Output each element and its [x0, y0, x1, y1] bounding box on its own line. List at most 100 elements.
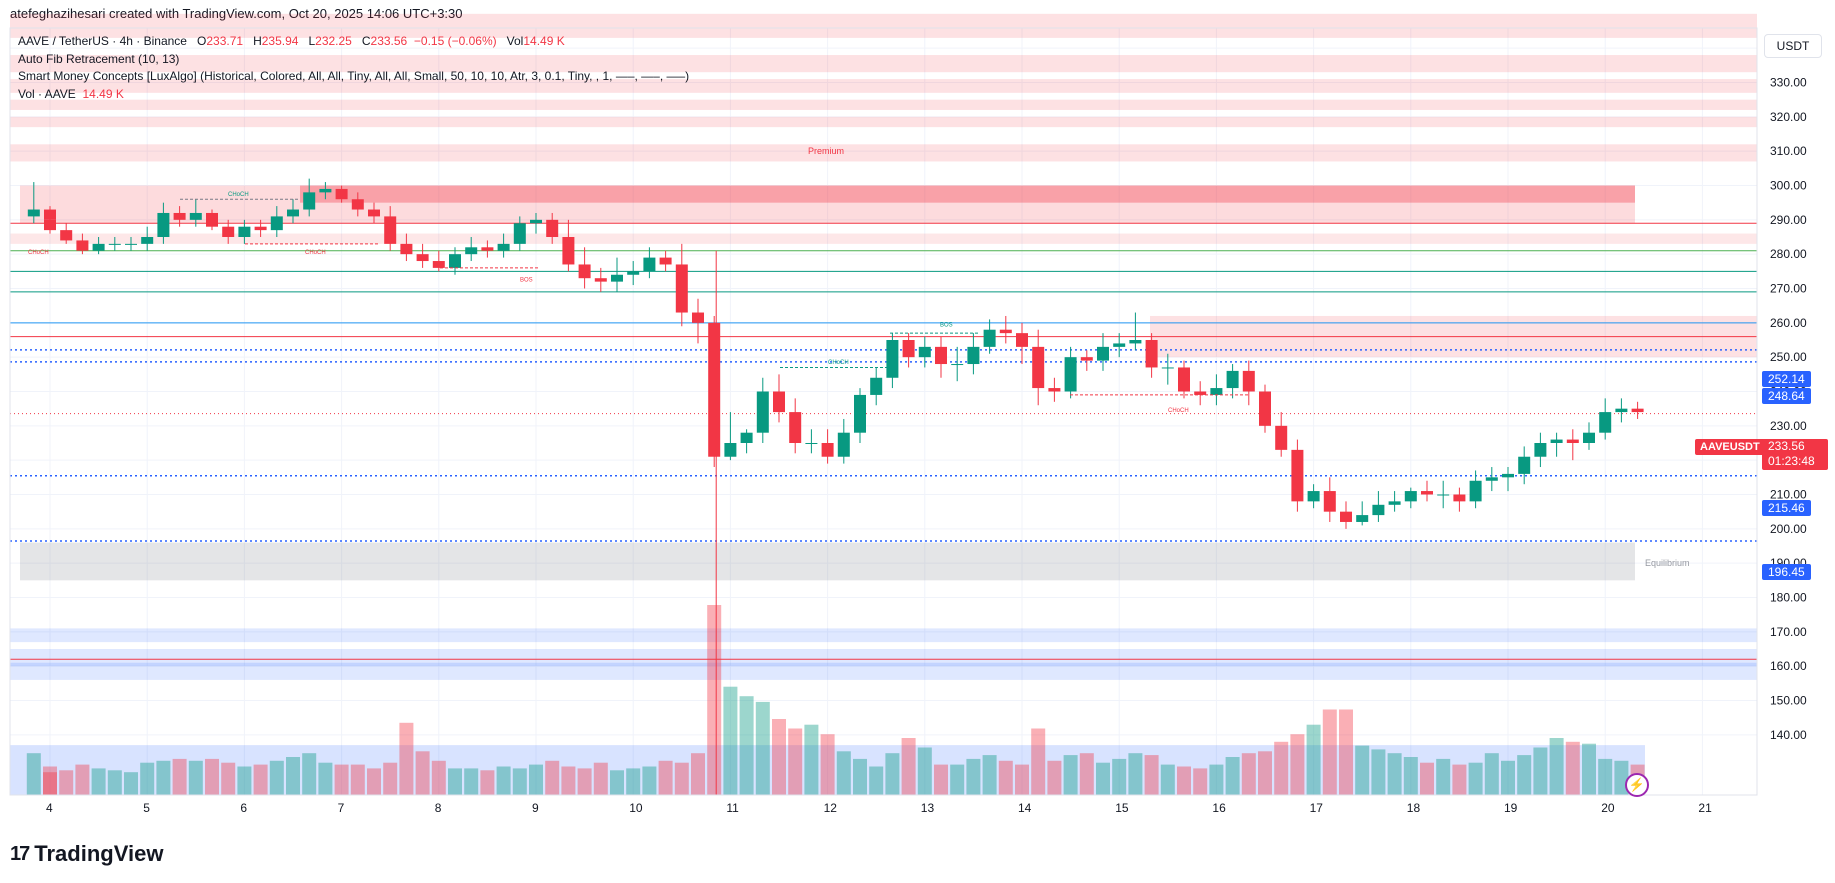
price-tick-label: 300.00 — [1770, 179, 1807, 193]
order-block — [300, 185, 1635, 203]
volume-bar — [1549, 738, 1564, 795]
date-tick-label: 8 — [435, 801, 442, 815]
open-label: O — [197, 34, 207, 48]
date-tick-label: 14 — [1018, 801, 1032, 815]
candle-body — [125, 243, 137, 245]
lightning-icon[interactable]: ⚡ — [1625, 773, 1649, 797]
indicator-smc[interactable]: Smart Money Concepts [LuxAlgo] (Historic… — [18, 69, 690, 83]
candle-body — [1016, 333, 1028, 347]
volume-bar — [788, 728, 803, 795]
chart-legend: AAVE / TetherUS · 4h · Binance O233.71 H… — [18, 33, 689, 103]
symbol-row[interactable]: AAVE / TetherUS · 4h · Binance O233.71 H… — [18, 33, 689, 51]
candle-body — [351, 199, 364, 210]
volume-row-value: 14.49 K — [82, 86, 124, 101]
volume-bar — [156, 760, 171, 795]
candle-body — [1583, 432, 1595, 443]
candle-body — [1291, 449, 1304, 502]
price-tick-label: 210.00 — [1770, 487, 1807, 501]
candle-body — [303, 192, 316, 210]
volume-bar — [658, 760, 673, 795]
volume-bar — [691, 753, 705, 795]
volume-bar — [253, 764, 268, 795]
candle-body — [902, 339, 915, 358]
volume-bar — [1355, 745, 1370, 795]
structure-label: CHoCH — [828, 360, 849, 366]
candle-body — [432, 261, 445, 268]
date-tick-label: 4 — [46, 801, 53, 815]
volume-bar — [982, 755, 997, 795]
date-tick-label: 10 — [629, 801, 643, 815]
volume-bar — [772, 719, 786, 795]
volume-bar — [1582, 743, 1596, 795]
candle-body — [627, 271, 640, 275]
discount-zone — [10, 662, 1757, 680]
volume-bar — [1533, 747, 1548, 795]
volume-bar — [350, 764, 365, 795]
candle-body — [1453, 494, 1466, 502]
volume-bar — [286, 757, 300, 795]
symbol-title[interactable]: AAVE / TetherUS · 4h · Binance — [18, 34, 187, 48]
candle-body — [578, 264, 591, 279]
candle-body — [643, 257, 656, 272]
date-tick-label: 5 — [143, 801, 150, 815]
candle-body — [1226, 370, 1239, 389]
volume-bar — [1112, 758, 1127, 795]
close-value: 233.56 — [370, 34, 408, 48]
candle-body — [1080, 357, 1093, 361]
volume-bar — [707, 605, 722, 795]
candle-body — [449, 254, 461, 268]
volume-bar — [26, 753, 41, 795]
volume-bar — [934, 764, 948, 795]
volume-bar — [820, 734, 835, 795]
candle-body — [1113, 343, 1126, 347]
candle-body — [1421, 491, 1433, 495]
candle-body — [594, 278, 607, 282]
date-tick-label: 15 — [1115, 801, 1129, 815]
candle-body — [1356, 515, 1369, 522]
brand-name: TradingView — [34, 841, 164, 866]
volume-bar — [91, 768, 106, 795]
volume-bar — [1128, 753, 1143, 795]
volume-bar — [853, 758, 867, 795]
volume-bar — [739, 696, 754, 795]
date-tick-label: 12 — [824, 801, 838, 815]
price-tick-label: 160.00 — [1770, 659, 1807, 673]
indicator-fib[interactable]: Auto Fib Retracement (10, 13) — [18, 51, 180, 66]
volume-row-label: Vol · AAVE — [18, 86, 76, 101]
indicator-volume[interactable]: Vol · AAVE 14.49 K — [18, 86, 689, 104]
candle-body — [935, 346, 947, 365]
bar-countdown: 01:23:48 — [1768, 454, 1815, 468]
candle-body — [1469, 480, 1482, 502]
candle-body — [465, 247, 478, 255]
candle-body — [400, 243, 413, 255]
premium-zone — [10, 13, 1757, 38]
volume-bar — [1144, 755, 1159, 795]
candle-body — [1129, 339, 1142, 344]
candle-body — [141, 236, 154, 244]
volume-bar — [124, 772, 138, 795]
candle-body — [1631, 408, 1644, 413]
volume-bar — [1387, 753, 1402, 795]
date-tick-label: 9 — [532, 801, 539, 815]
structure-label: CHoCH — [28, 250, 49, 256]
volume-bar — [545, 760, 560, 795]
candle-body — [1275, 425, 1288, 450]
volume-value: 14.49 K — [523, 34, 565, 48]
price-tick-label: 270.00 — [1770, 281, 1807, 295]
change-value: −0.15 (−0.06%) — [413, 34, 497, 48]
candle-body — [870, 377, 883, 395]
structure-label: BOS — [520, 278, 533, 284]
candle-body — [1161, 367, 1174, 369]
price-tick-label: 250.00 — [1770, 350, 1807, 364]
volume-bar — [674, 762, 689, 795]
volume-bar — [1436, 758, 1451, 795]
currency-button[interactable]: USDT — [1764, 34, 1822, 58]
premium-zone — [10, 55, 1757, 73]
candle-body — [1323, 491, 1336, 512]
candle-body — [659, 257, 672, 265]
candle-body — [92, 243, 105, 251]
price-tick-label: 330.00 — [1770, 76, 1807, 90]
candle-body — [611, 274, 623, 282]
price-tick-label: 310.00 — [1770, 144, 1807, 158]
